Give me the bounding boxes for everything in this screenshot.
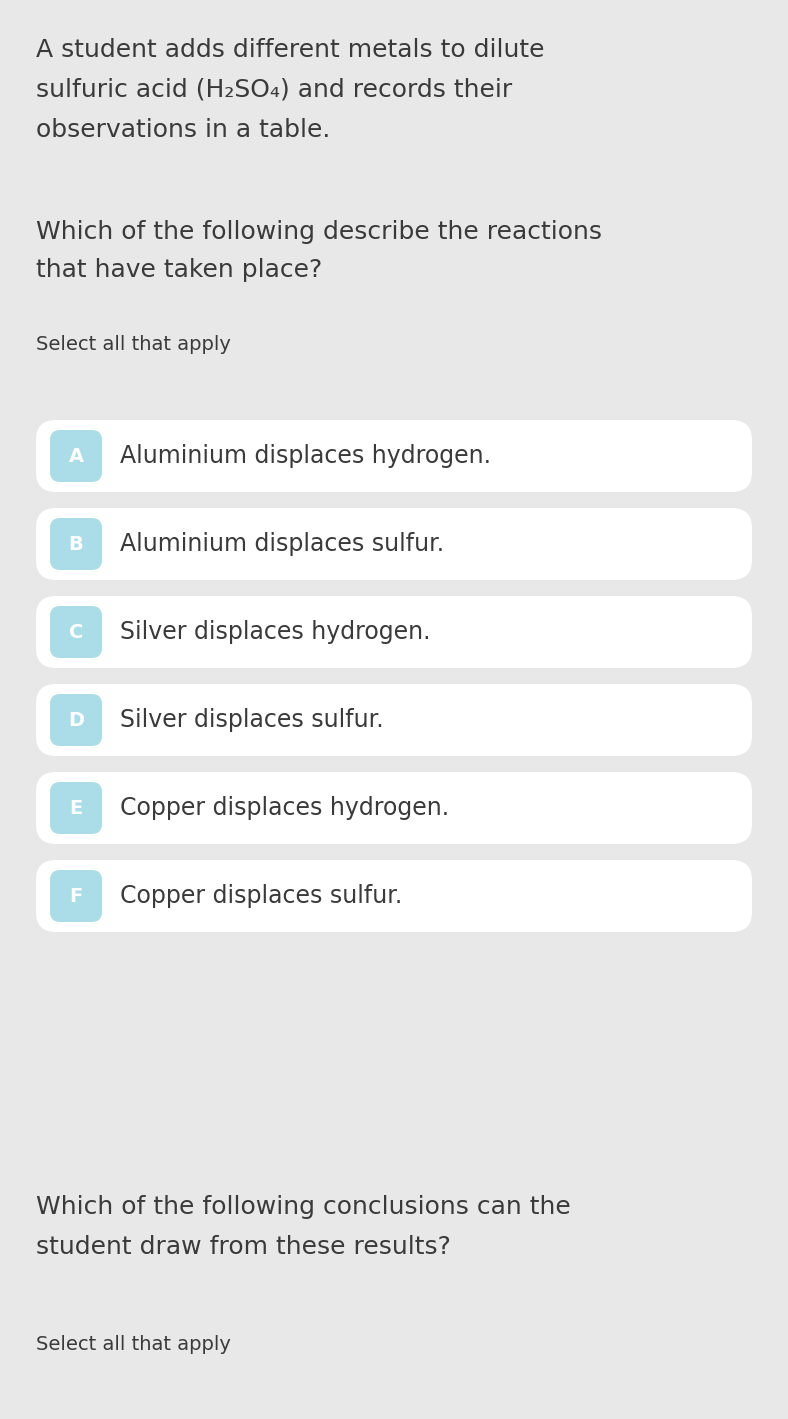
- Text: A student adds different metals to dilute: A student adds different metals to dilut…: [36, 38, 545, 62]
- FancyBboxPatch shape: [36, 860, 752, 932]
- FancyBboxPatch shape: [36, 508, 752, 580]
- Text: Copper displaces hydrogen.: Copper displaces hydrogen.: [120, 796, 449, 820]
- Text: B: B: [69, 535, 84, 553]
- Text: Which of the following conclusions can the: Which of the following conclusions can t…: [36, 1195, 571, 1219]
- Text: C: C: [69, 623, 84, 641]
- FancyBboxPatch shape: [50, 782, 102, 834]
- Text: E: E: [69, 799, 83, 817]
- FancyBboxPatch shape: [50, 694, 102, 746]
- Text: sulfuric acid (H₂SO₄) and records their: sulfuric acid (H₂SO₄) and records their: [36, 78, 512, 102]
- Text: Select all that apply: Select all that apply: [36, 1335, 231, 1354]
- Text: Copper displaces sulfur.: Copper displaces sulfur.: [120, 884, 402, 908]
- Text: D: D: [68, 711, 84, 729]
- Text: Which of the following describe the reactions: Which of the following describe the reac…: [36, 220, 602, 244]
- Text: Select all that apply: Select all that apply: [36, 335, 231, 353]
- Text: Silver displaces hydrogen.: Silver displaces hydrogen.: [120, 620, 430, 644]
- Text: Silver displaces sulfur.: Silver displaces sulfur.: [120, 708, 384, 732]
- FancyBboxPatch shape: [36, 596, 752, 668]
- FancyBboxPatch shape: [50, 518, 102, 570]
- FancyBboxPatch shape: [36, 420, 752, 492]
- FancyBboxPatch shape: [50, 430, 102, 482]
- FancyBboxPatch shape: [36, 684, 752, 756]
- Text: observations in a table.: observations in a table.: [36, 118, 330, 142]
- FancyBboxPatch shape: [36, 772, 752, 844]
- Text: Aluminium displaces hydrogen.: Aluminium displaces hydrogen.: [120, 444, 491, 468]
- FancyBboxPatch shape: [50, 606, 102, 658]
- Text: student draw from these results?: student draw from these results?: [36, 1235, 451, 1259]
- Text: Aluminium displaces sulfur.: Aluminium displaces sulfur.: [120, 532, 444, 556]
- Text: A: A: [69, 447, 84, 465]
- FancyBboxPatch shape: [50, 870, 102, 922]
- Text: F: F: [69, 887, 83, 905]
- Text: that have taken place?: that have taken place?: [36, 258, 322, 282]
